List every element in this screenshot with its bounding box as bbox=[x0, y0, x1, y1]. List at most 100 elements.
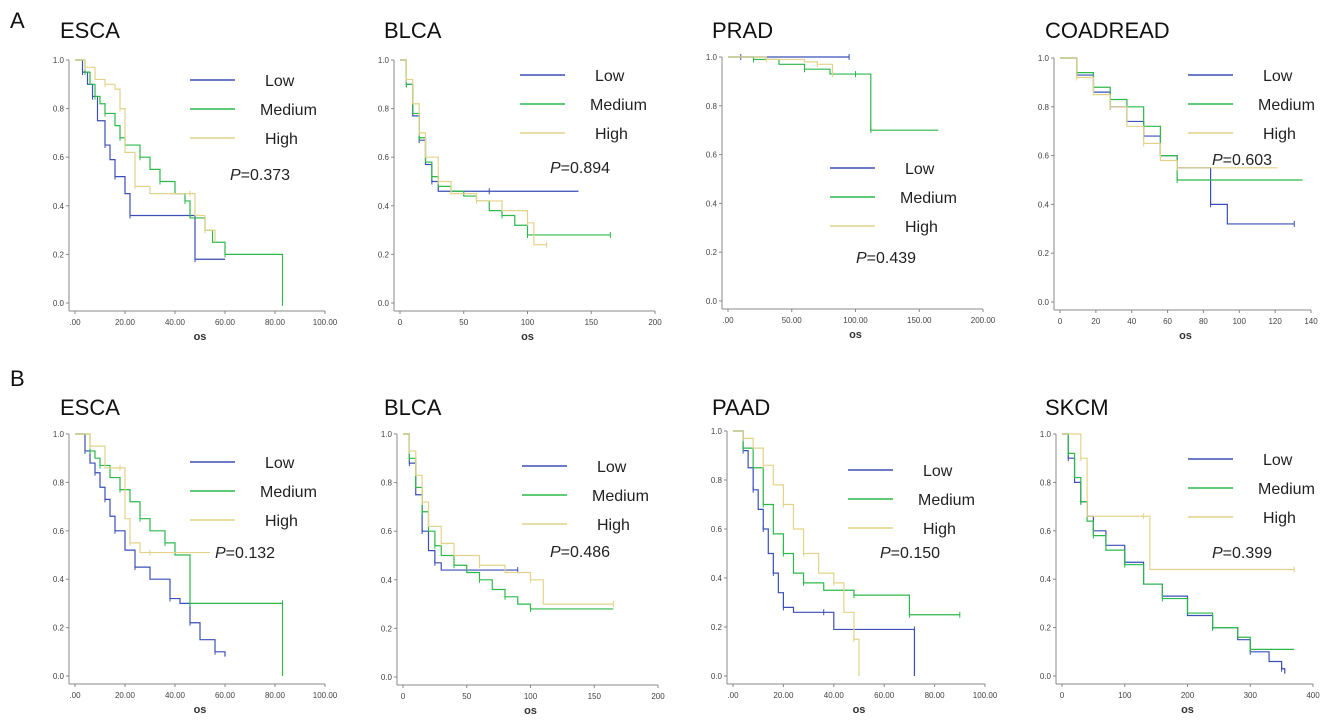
km-chart-6: BLCA 0 50 100 150 200 0.0 0.2 0.4 0.6 0.8 1.0 os Low M… bbox=[381, 395, 665, 717]
x-tick-label: 20.00 bbox=[115, 691, 136, 700]
legend-label-medium: Medium bbox=[1258, 481, 1315, 498]
legend-label-high: High bbox=[595, 126, 628, 143]
y-tick-label: 0.2 bbox=[378, 250, 390, 259]
x-tick-label: 100 bbox=[521, 318, 535, 327]
legend-label-low: Low bbox=[597, 459, 627, 476]
legend-label-high: High bbox=[1263, 126, 1296, 143]
x-tick-label: 120 bbox=[1268, 317, 1282, 326]
x-tick-label: 200 bbox=[651, 692, 665, 701]
legend-label-high: High bbox=[1263, 510, 1296, 527]
y-tick-label: 0.0 bbox=[53, 299, 65, 308]
x-tick-label: 200.00 bbox=[971, 316, 996, 325]
y-tick-label: 0.2 bbox=[711, 623, 723, 632]
x-tick-label: 60 bbox=[1163, 317, 1172, 326]
legend-label-high: High bbox=[923, 521, 956, 538]
chart-title: BLCA bbox=[384, 18, 442, 43]
chart-title: ESCA bbox=[60, 18, 120, 43]
y-tick-label: 0.6 bbox=[1040, 527, 1052, 536]
x-tick-label: 80.00 bbox=[265, 691, 286, 700]
y-tick-label: 0.4 bbox=[706, 199, 718, 208]
y-tick-label: 0.0 bbox=[1040, 672, 1052, 681]
x-tick-label: 60.00 bbox=[215, 318, 236, 327]
y-tick-label: 0.0 bbox=[706, 297, 718, 306]
x-tick-label: 80.00 bbox=[265, 318, 286, 327]
legend-label-low: Low bbox=[923, 463, 953, 480]
km-curve-medium bbox=[75, 433, 284, 676]
p-value: P=0.373 bbox=[230, 167, 290, 184]
y-tick-label: 1.0 bbox=[53, 430, 65, 439]
panel-label-a: A bbox=[10, 8, 25, 33]
km-curve-high bbox=[400, 59, 547, 246]
y-tick-label: 0.6 bbox=[711, 525, 723, 534]
y-tick-label: 1.0 bbox=[381, 430, 393, 439]
legend-label-low: Low bbox=[905, 161, 935, 178]
p-value: P=0.486 bbox=[550, 544, 610, 561]
x-axis-label: os bbox=[521, 331, 534, 343]
legend-label-low: Low bbox=[265, 73, 295, 90]
km-curve-medium bbox=[400, 59, 611, 236]
y-tick-label: 0.0 bbox=[711, 672, 723, 681]
x-axis-label: os bbox=[1181, 704, 1194, 716]
x-tick-label: 140 bbox=[1304, 317, 1318, 326]
y-tick-label: 0.4 bbox=[378, 202, 390, 211]
x-tick-label: 60.00 bbox=[215, 691, 236, 700]
km-curve-medium bbox=[733, 430, 960, 616]
x-tick-label: 100 bbox=[524, 692, 538, 701]
legend-label-high: High bbox=[265, 131, 298, 148]
y-tick-label: 0.8 bbox=[378, 105, 390, 114]
y-tick-label: 0.0 bbox=[1038, 298, 1050, 307]
y-tick-label: 0.2 bbox=[1040, 624, 1052, 633]
km-chart-2: BLCA 0 50 100 150 200 0.0 0.2 0.4 0.6 0.8 1.0 os Low M… bbox=[378, 18, 662, 343]
y-tick-label: 0.2 bbox=[706, 248, 718, 257]
km-curve-high bbox=[75, 433, 210, 554]
y-tick-label: 0.8 bbox=[1038, 103, 1050, 112]
chart-title: PRAD bbox=[712, 18, 773, 43]
y-tick-label: 0.8 bbox=[53, 478, 65, 487]
x-axis-label: os bbox=[524, 705, 537, 717]
x-tick-label: 20.00 bbox=[115, 318, 136, 327]
y-tick-label: 0.8 bbox=[1040, 478, 1052, 487]
p-value: P=0.399 bbox=[1212, 545, 1272, 562]
km-curve-low bbox=[75, 59, 225, 260]
legend-label-medium: Medium bbox=[900, 190, 957, 207]
x-tick-label: 200 bbox=[1181, 691, 1195, 700]
x-tick-label: 150 bbox=[588, 692, 602, 701]
p-value: P=0.132 bbox=[215, 545, 275, 562]
x-tick-label: 40.00 bbox=[824, 691, 845, 700]
legend-label-medium: Medium bbox=[260, 102, 317, 119]
x-tick-label: .00 bbox=[69, 318, 81, 327]
km-chart-3: PRAD .00 50.00 100.00 150.00 200.00 0.0 0.2 0.4 0… bbox=[706, 18, 996, 341]
chart-title: SKCM bbox=[1045, 395, 1109, 420]
x-tick-label: 40.00 bbox=[165, 691, 186, 700]
km-curve-high bbox=[733, 430, 860, 676]
km-curve-medium bbox=[728, 56, 939, 131]
km-chart-8: SKCM 0 100 200 300 400 0.0 0.2 0.4 0.6 0.8 1.0 os Low… bbox=[1040, 395, 1320, 716]
y-tick-label: 0.0 bbox=[378, 299, 390, 308]
km-curve-high bbox=[75, 59, 216, 243]
x-tick-label: 60.00 bbox=[874, 691, 895, 700]
x-tick-label: .00 bbox=[727, 691, 739, 700]
p-value: P=0.603 bbox=[1212, 152, 1272, 169]
y-tick-label: 0.2 bbox=[381, 624, 393, 633]
y-tick-label: 0.0 bbox=[53, 672, 65, 681]
x-axis-label: os bbox=[194, 331, 207, 343]
x-tick-label: 200 bbox=[648, 318, 662, 327]
y-tick-label: 0.6 bbox=[53, 153, 65, 162]
y-tick-label: 0.4 bbox=[1040, 575, 1052, 584]
km-chart-4: COADREAD 0 20 40 60 80 100 120 140 0.0 0.2 0.4 0.6 0.… bbox=[1038, 18, 1318, 342]
km-curve-high bbox=[1060, 57, 1278, 169]
x-tick-label: .00 bbox=[69, 691, 81, 700]
x-tick-label: 100 bbox=[1233, 317, 1247, 326]
x-tick-label: 50 bbox=[462, 692, 471, 701]
x-tick-label: 80 bbox=[1199, 317, 1208, 326]
y-tick-label: 1.0 bbox=[1040, 430, 1052, 439]
km-chart-5: ESCA .00 20.00 40.00 60.00 80.00 100.00 0.0 0.2 0… bbox=[53, 395, 338, 716]
x-tick-label: 100 bbox=[1118, 691, 1132, 700]
x-tick-label: 0 bbox=[398, 318, 403, 327]
y-tick-label: 0.6 bbox=[381, 527, 393, 536]
y-tick-label: 0.2 bbox=[53, 250, 65, 259]
y-tick-label: 1.0 bbox=[1038, 54, 1050, 63]
x-tick-label: 100.00 bbox=[973, 691, 998, 700]
km-chart-1: ESCA .00 20.00 40.00 60.00 80.00 100.00 0.0 0.2 0… bbox=[53, 18, 338, 343]
